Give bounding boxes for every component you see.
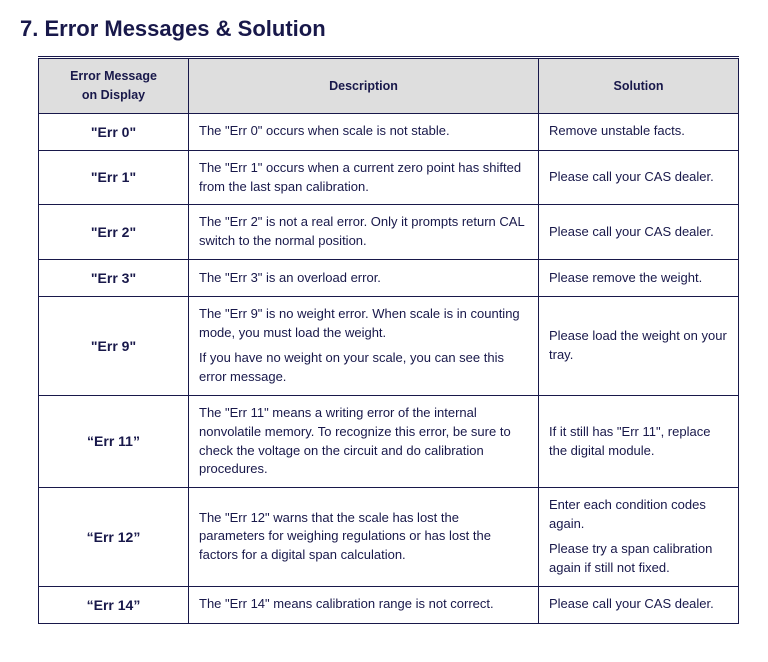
error-solution: Enter each condition codes again. Please… [539, 488, 739, 586]
error-description-p2: If you have no weight on your scale, you… [199, 349, 528, 387]
error-table: Error Message on Display Description Sol… [38, 56, 739, 624]
table-header-row: Error Message on Display Description Sol… [39, 58, 739, 114]
table-row: "Err 0" The "Err 0" occurs when scale is… [39, 113, 739, 150]
header-error-message: Error Message on Display [39, 58, 189, 114]
header-description: Description [189, 58, 539, 114]
table-row: "Err 3" The "Err 3" is an overload error… [39, 260, 739, 297]
error-description: The "Err 14" means calibration range is … [189, 586, 539, 623]
table-row: “Err 11” The "Err 11" means a writing er… [39, 395, 739, 487]
error-code: "Err 0" [39, 113, 189, 150]
error-description: The "Err 11" means a writing error of th… [189, 395, 539, 487]
table-row: "Err 1" The "Err 1" occurs when a curren… [39, 150, 739, 205]
error-solution: If it still has "Err 11", replace the di… [539, 395, 739, 487]
header-error-message-line1: Error Message [70, 69, 157, 83]
header-error-message-line2: on Display [82, 88, 145, 102]
table-row: "Err 9" The "Err 9" is no weight error. … [39, 297, 739, 395]
error-code: "Err 2" [39, 205, 189, 260]
error-code: “Err 12” [39, 488, 189, 586]
error-solution-p2: Please try a span calibration again if s… [549, 540, 728, 578]
error-solution: Please call your CAS dealer. [539, 586, 739, 623]
table-row: "Err 2" The "Err 2" is not a real error.… [39, 205, 739, 260]
error-solution: Please call your CAS dealer. [539, 205, 739, 260]
error-code: "Err 9" [39, 297, 189, 395]
section-title: 7. Error Messages & Solution [20, 16, 748, 42]
error-solution: Please call your CAS dealer. [539, 150, 739, 205]
table-row: “Err 14” The "Err 14" means calibration … [39, 586, 739, 623]
error-solution-p1: Enter each condition codes again. [549, 496, 728, 534]
error-description: The "Err 12" warns that the scale has lo… [189, 488, 539, 586]
error-description: The "Err 1" occurs when a current zero p… [189, 150, 539, 205]
header-solution: Solution [539, 58, 739, 114]
error-description: The "Err 3" is an overload error. [189, 260, 539, 297]
error-code: "Err 1" [39, 150, 189, 205]
table-row: “Err 12” The "Err 12" warns that the sca… [39, 488, 739, 586]
error-solution: Please remove the weight. [539, 260, 739, 297]
error-code: "Err 3" [39, 260, 189, 297]
error-description: The "Err 9" is no weight error. When sca… [189, 297, 539, 395]
error-solution: Remove unstable facts. [539, 113, 739, 150]
error-description-p1: The "Err 9" is no weight error. When sca… [199, 305, 528, 343]
error-description: The "Err 0" occurs when scale is not sta… [189, 113, 539, 150]
error-description: The "Err 2" is not a real error. Only it… [189, 205, 539, 260]
error-code: “Err 14” [39, 586, 189, 623]
error-solution: Please load the weight on your tray. [539, 297, 739, 395]
error-code: “Err 11” [39, 395, 189, 487]
